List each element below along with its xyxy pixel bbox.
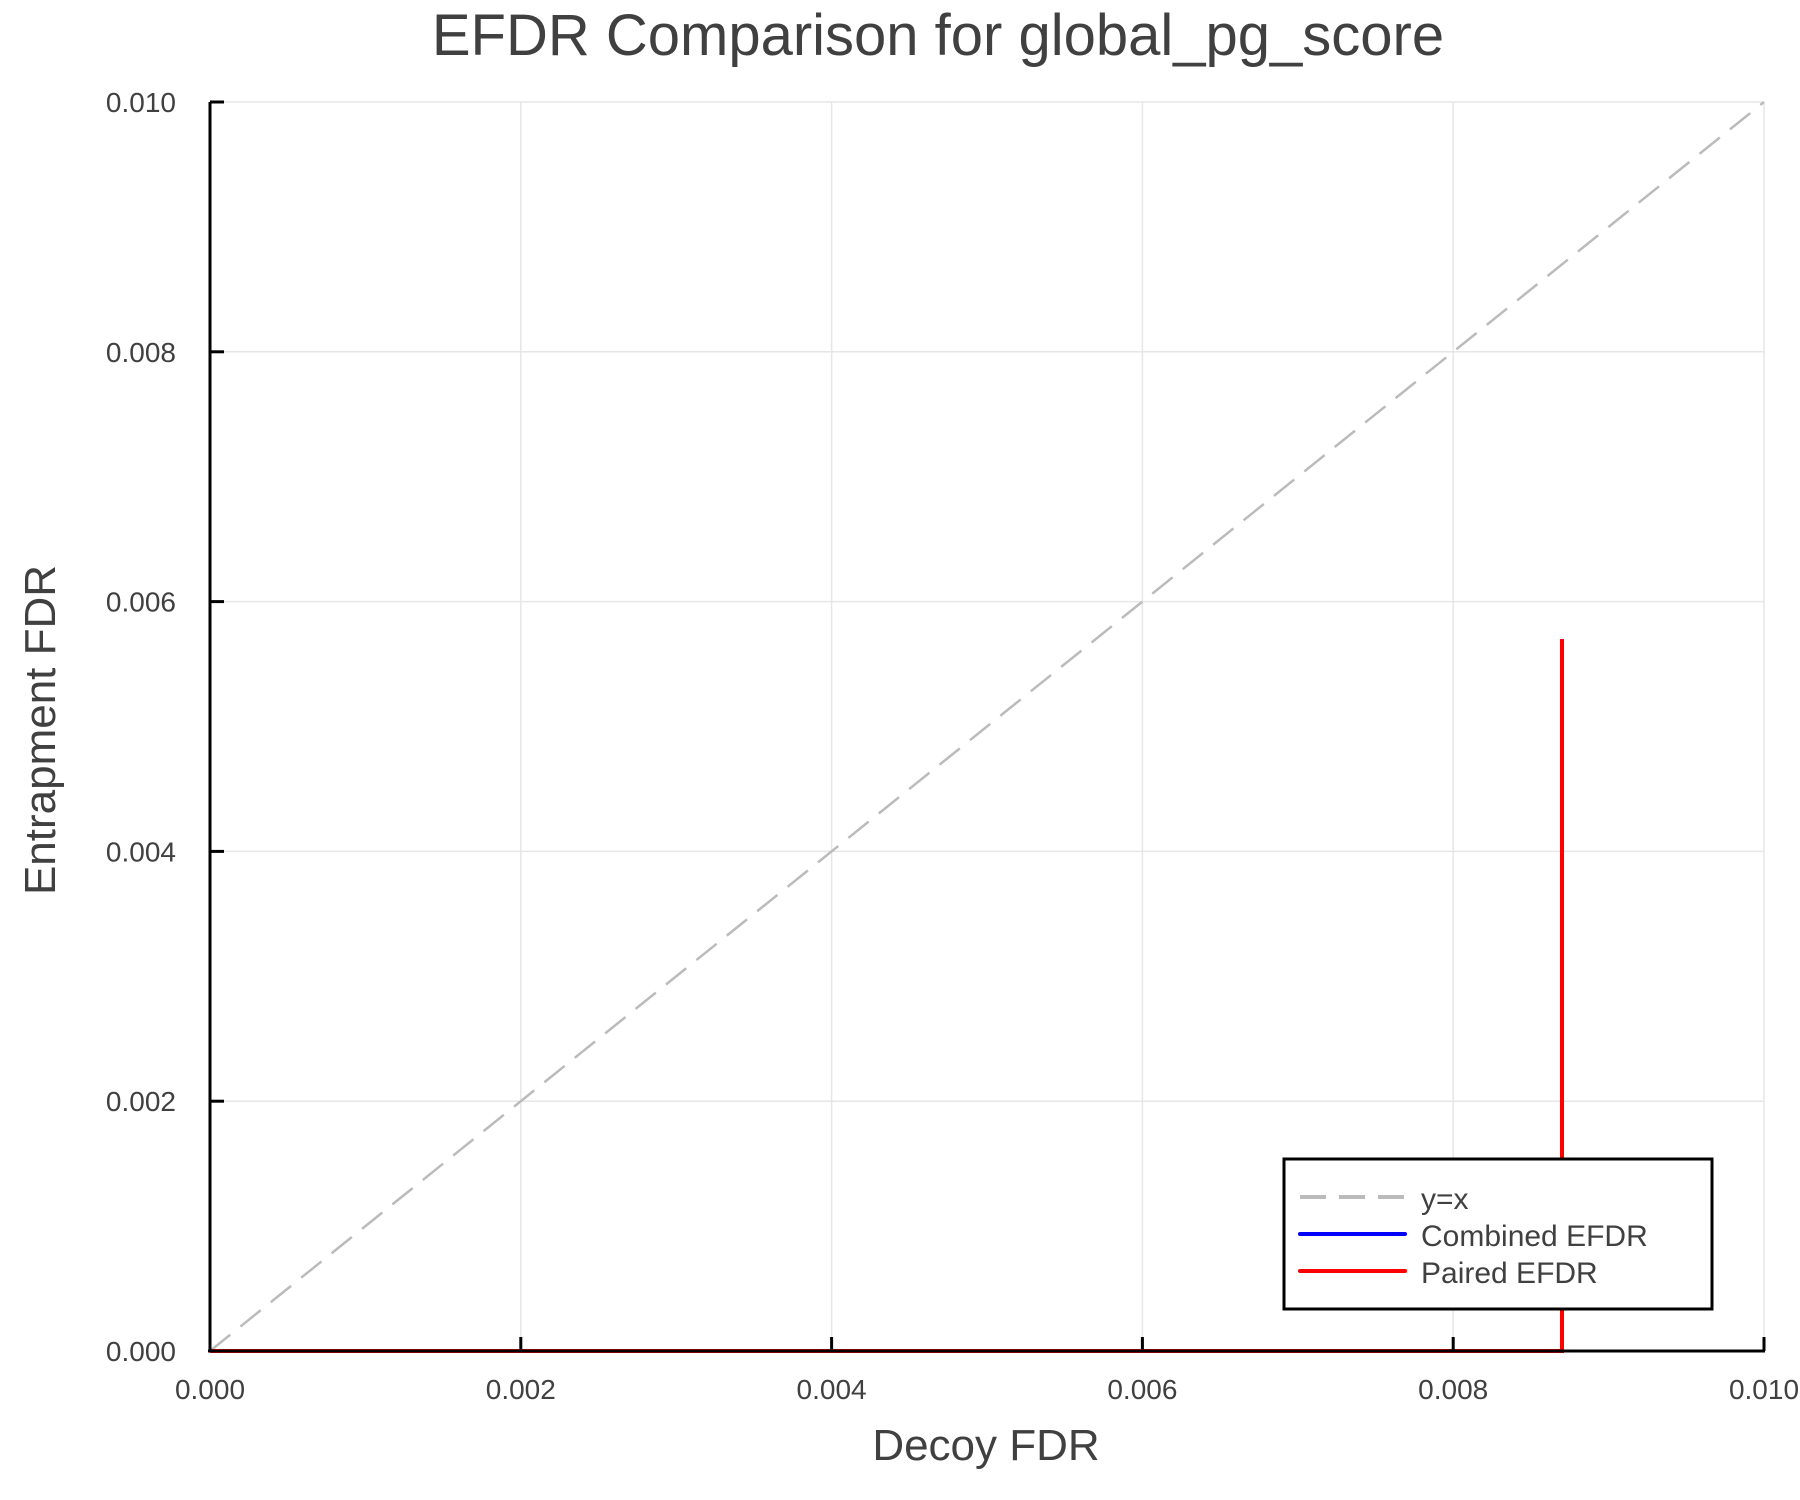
x-axis-ticks: 0.000 0.002 0.004 0.006 0.008 0.010	[175, 1337, 1799, 1405]
x-tick-label: 0.000	[175, 1374, 245, 1405]
y-tick-label: 0.008	[106, 337, 176, 368]
x-tick-label: 0.004	[797, 1374, 867, 1405]
x-tick-label: 0.006	[1107, 1374, 1177, 1405]
y-tick-label: 0.002	[106, 1086, 176, 1117]
y-axis-label: Entrapment FDR	[16, 565, 65, 895]
x-tick-label: 0.010	[1729, 1374, 1799, 1405]
legend-label-paired: Paired EFDR	[1421, 1257, 1598, 1290]
y-axis-ticks: 0.000 0.002 0.004 0.006 0.008 0.010	[106, 87, 224, 1367]
legend: y=x Combined EFDR Paired EFDR	[1282, 1157, 1714, 1311]
y-tick-label: 0.010	[106, 87, 176, 118]
chart-title: EFDR Comparison for global_pg_score	[432, 3, 1444, 68]
legend-label-combined: Combined EFDR	[1421, 1220, 1648, 1253]
x-tick-label: 0.002	[486, 1374, 556, 1405]
x-tick-label: 0.008	[1418, 1374, 1488, 1405]
y-tick-label: 0.000	[106, 1336, 176, 1367]
y-tick-label: 0.006	[106, 587, 176, 618]
x-axis-label: Decoy FDR	[872, 1421, 1099, 1470]
y-tick-label: 0.004	[106, 836, 176, 867]
series-y-x	[209, 101, 1765, 1352]
legend-label-identity: y=x	[1421, 1183, 1469, 1216]
